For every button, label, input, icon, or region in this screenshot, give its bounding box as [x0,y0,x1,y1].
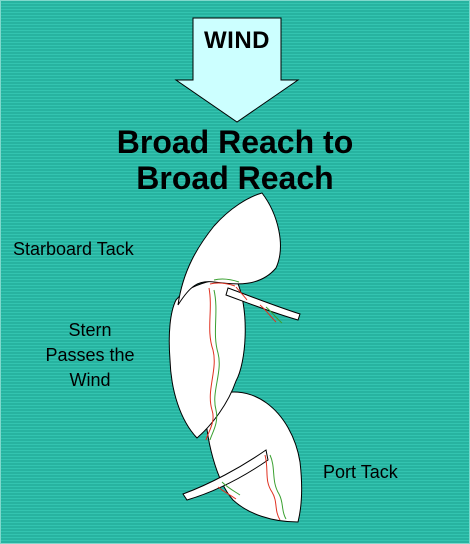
starboard-tack-telltale-green [213,278,240,283]
port-tack-sail-telltale-red [217,486,237,500]
stern-passing-sail [225,287,301,321]
starboard-tack-telltale-red [209,282,236,287]
stern-passing-sail-telltale-red [259,304,277,323]
diagram-title-line-1: Broad Reach to [116,124,354,160]
port-tack-label: Port Tack [323,462,398,482]
starboard-tack-label: Starboard Tack [13,239,134,259]
stern-label-line-1: Stern [68,320,112,340]
starboard-tack-hull [177,192,281,306]
wind-label: WIND [204,27,270,54]
stern-passing-sail-telltale-green [265,306,283,324]
port-tack-telltale-green [269,454,287,520]
stern-label-line-3: Wind [69,370,111,390]
stern-passes-wind-label: Stern Passes the Wind [30,318,150,393]
stern-label-line-2: Passes the [45,345,135,365]
port-tack-telltale-red [264,454,281,521]
port-tack-sail-telltale-green [221,481,241,496]
boat-starboard-tack [177,192,281,306]
stern-passing-telltale-red [205,287,215,441]
boat-port-tack [182,391,303,523]
stern-passing-telltale-green [209,289,220,441]
diagram-title-line-2: Broad Reach [136,160,334,196]
port-tack-hull [204,391,303,523]
port-tack-sail [182,449,269,501]
stern-passing-sail-telltale-red-2 [235,286,248,301]
wind-arrow [174,17,300,123]
